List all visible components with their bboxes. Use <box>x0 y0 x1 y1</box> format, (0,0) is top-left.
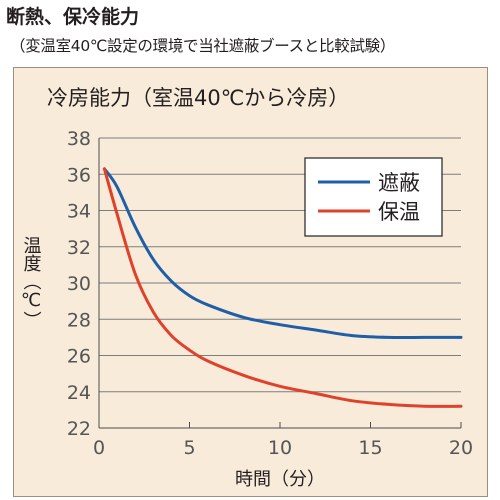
y-tick-label: 22 <box>67 418 91 440</box>
series-line-1 <box>102 167 463 340</box>
x-tick-label: 15 <box>358 437 382 459</box>
y-tick-label: 26 <box>67 346 91 368</box>
y-tick-label: 34 <box>67 201 91 223</box>
page-title: 断熱、保冷能力 <box>6 6 140 28</box>
x-tick-label: 20 <box>449 437 473 459</box>
x-tick-label: 10 <box>268 437 292 459</box>
y-tick-label: 38 <box>67 128 91 150</box>
series-line-2 <box>102 167 463 408</box>
legend-label: 遮蔽 <box>378 171 420 195</box>
x-tick-label: 5 <box>183 437 195 459</box>
y-tick-label: 36 <box>67 164 91 186</box>
y-tick-label: 30 <box>67 273 91 295</box>
x-tick-label: 0 <box>93 437 105 459</box>
x-axis-label: 時間（分） <box>235 469 325 490</box>
y-tick-label: 32 <box>67 237 91 259</box>
legend-box <box>304 157 443 237</box>
y-axis-label: 温度（℃） <box>21 236 42 329</box>
y-tick-label: 24 <box>67 382 91 404</box>
chart-title: 冷房能力（室温40℃から冷房） <box>47 86 349 110</box>
y-tick-label: 28 <box>67 309 91 331</box>
page-subtitle: （変温室40℃設定の環境で当社遮蔽ブースと比較試験） <box>10 37 396 55</box>
chart-panel <box>13 67 488 497</box>
legend-label: 保温 <box>378 200 420 224</box>
